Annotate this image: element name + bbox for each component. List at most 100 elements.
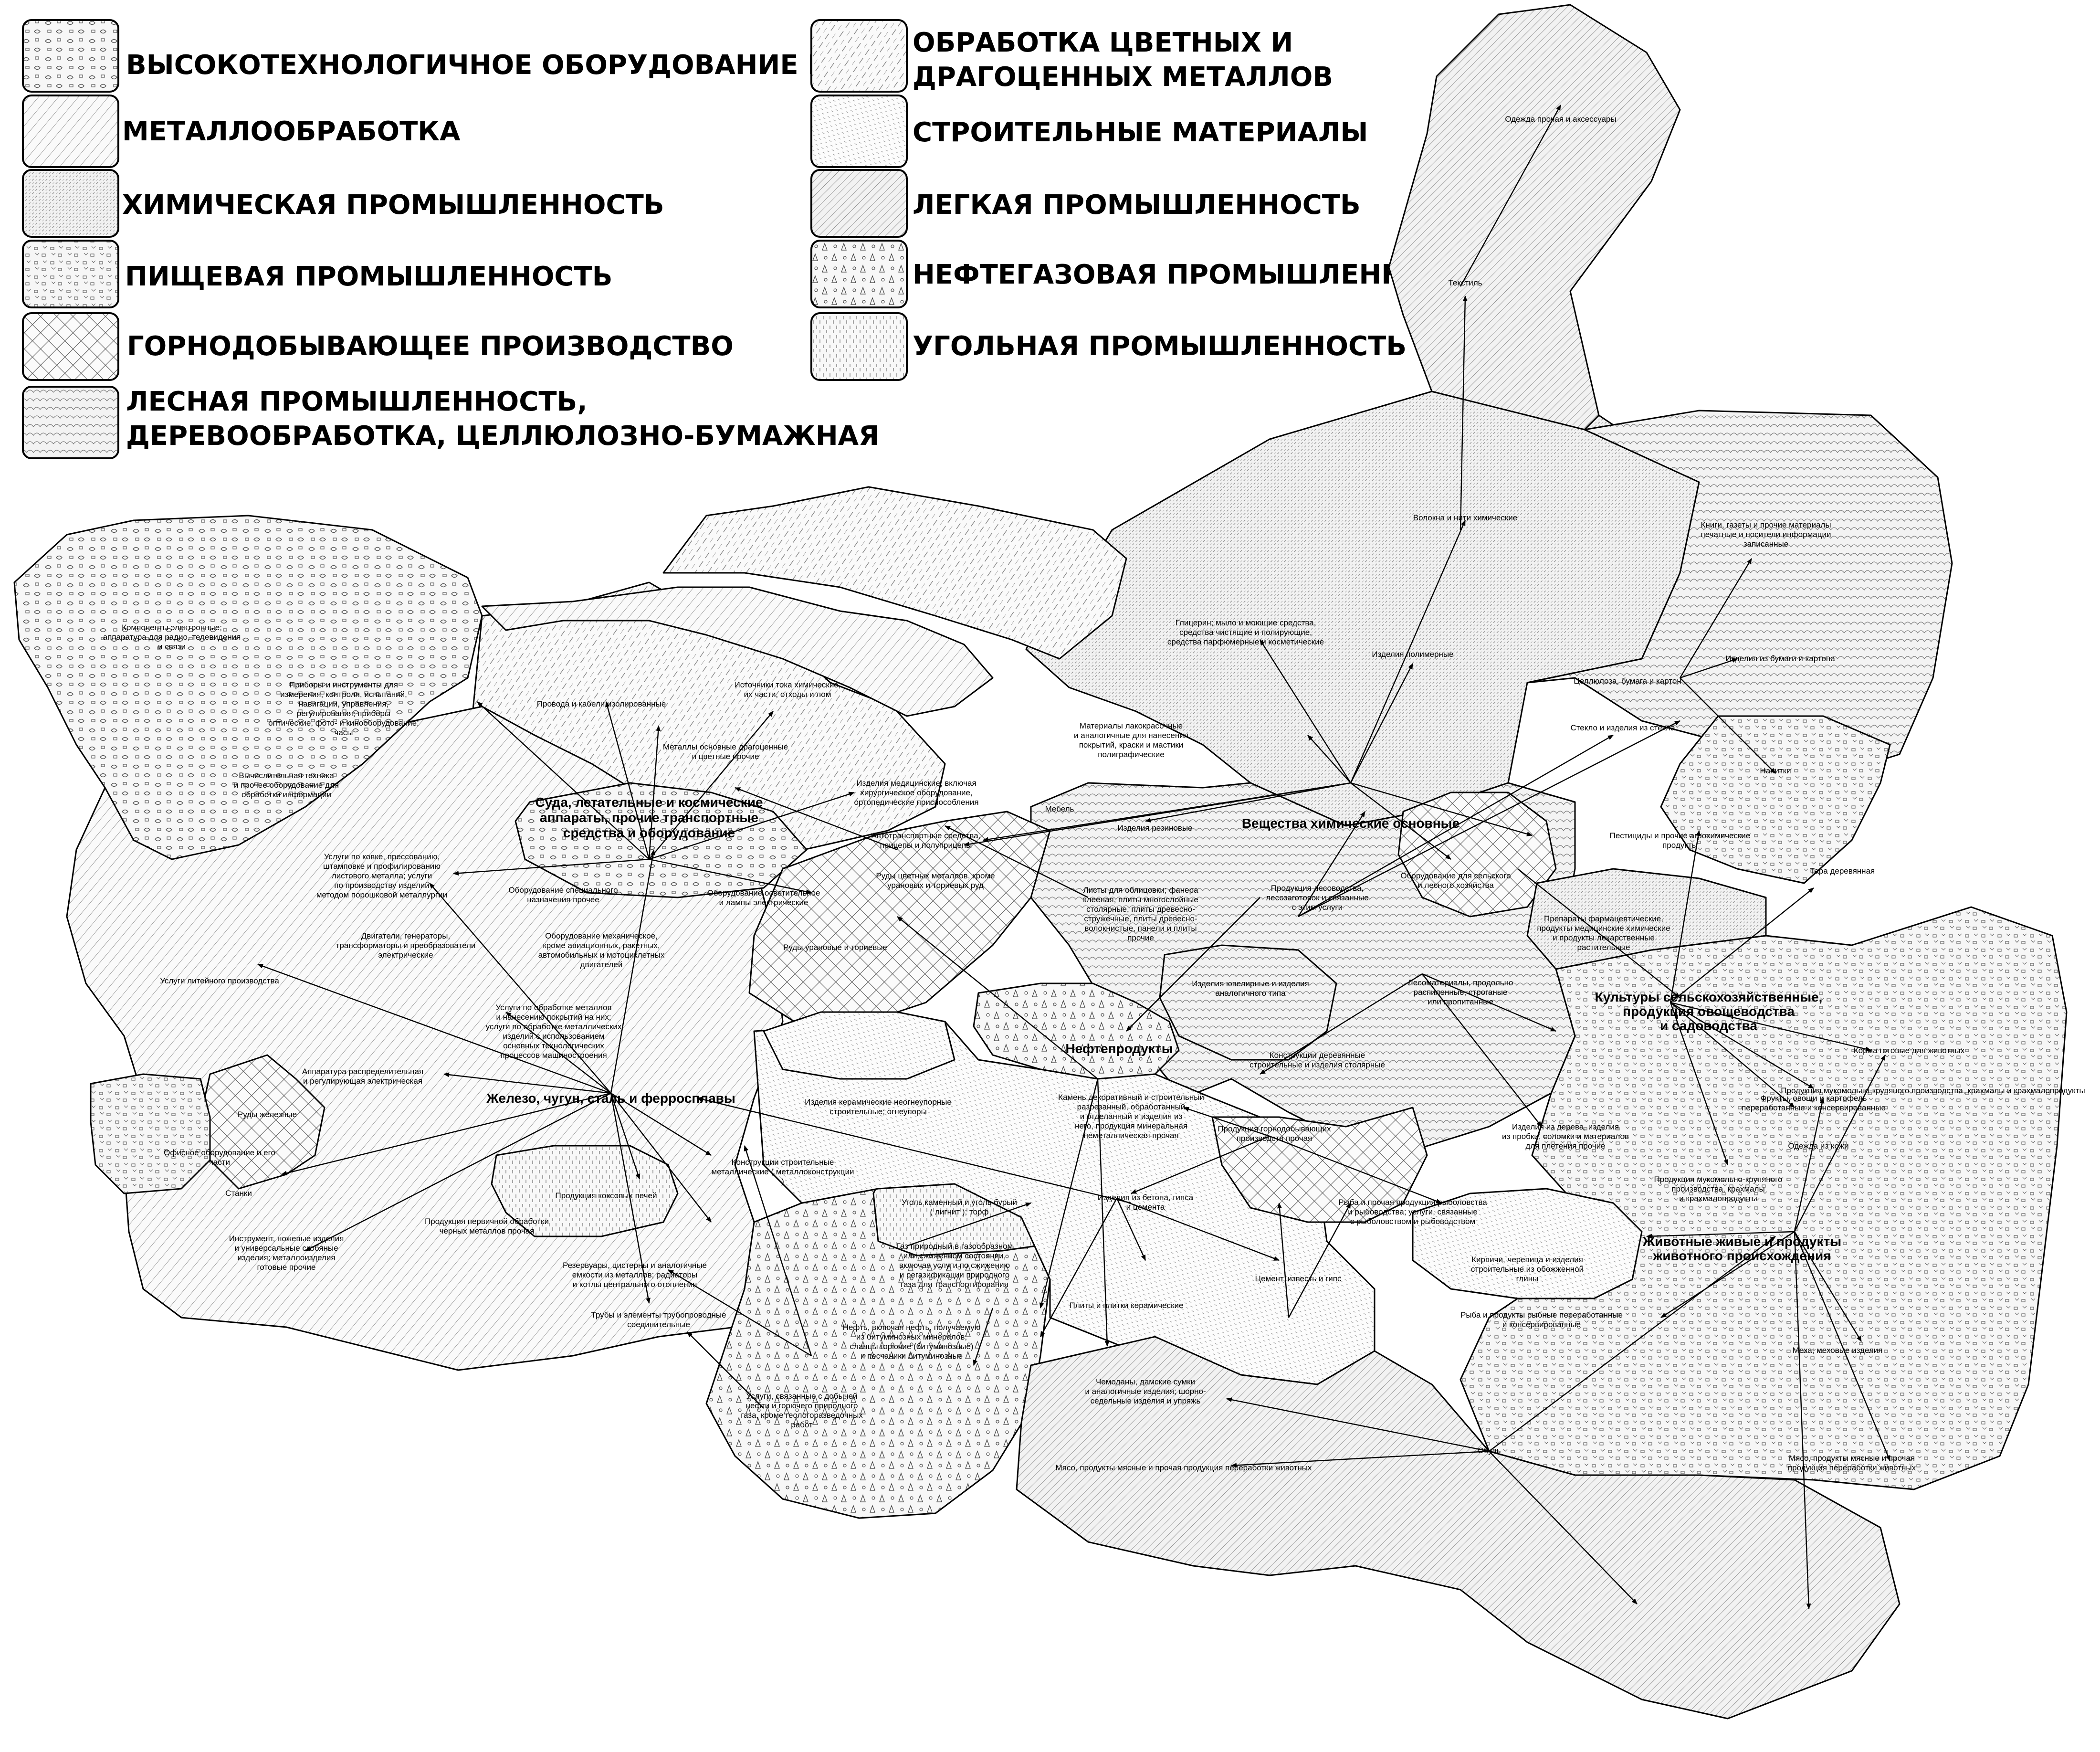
node-furniture: Мебель (1045, 804, 1074, 813)
hub-transport-equipment: Суда, летательные и космические аппараты,… (535, 795, 763, 840)
node-mechanical-equipment: Оборудование механическое, кроме авиацион… (538, 931, 665, 969)
flow-arrow (1422, 973, 1556, 1032)
node-pulp-paper: Целлюлоза, бумага и картон (1574, 676, 1681, 686)
legend-label: ОБРАБОТКА ЦВЕТНЫХ И ДРАГОЦЕННЫХ МЕТАЛЛОВ (913, 27, 1333, 93)
legend-item-oil: НЕФТЕГАЗОВАЯ ПРОМЫШЛЕННОСТЬ (810, 240, 1485, 308)
flow-arrow (1670, 830, 1701, 1003)
flow-arrow (897, 916, 1098, 1079)
region-food-left (90, 1073, 211, 1194)
hub-line: животного происхождения (1652, 1248, 1831, 1263)
flow-arrow (744, 1145, 812, 1356)
region-light-textile (1388, 4, 1681, 431)
legend-item-forest: ЛЕСНАЯ ПРОМЫШЛЕННОСТЬ, ДЕРЕВООБРАБОТКА, Ц… (22, 386, 879, 459)
legend-swatch (22, 169, 119, 238)
flow-arrow (1226, 1397, 1490, 1452)
flow-arrow (1260, 973, 1423, 1075)
region-coal-coke (491, 1145, 679, 1237)
hub-line: продукция овощеводства (1623, 1004, 1795, 1019)
flow-arrow (1680, 658, 1738, 679)
flow-arrow (1660, 1231, 1795, 1319)
flow-arrow (906, 1202, 1031, 1247)
region-forest-constr (1159, 944, 1337, 1061)
region-metalwork-top (481, 586, 994, 717)
node-cables: Провода и кабели изолированные (537, 699, 666, 708)
flow-arrow (1794, 1055, 1886, 1232)
legend-label: ХИМИЧЕСКАЯ ПРОМЫШЛЕННОСТЬ (122, 190, 664, 221)
node-crude-oil: Нефть, включая нефть, получаемую из битум… (843, 1323, 981, 1361)
legend-item-food: ПИЩЕВАЯ ПРОМЫШЛЕННОСТЬ (22, 240, 612, 308)
region-building-bricks (1412, 1188, 1643, 1299)
node-nonferrous-ores: Руды цветных металлов, кроме урановых и т… (876, 871, 995, 890)
legend-item-metal: МЕТАЛЛООБРАБОТКА (22, 95, 461, 168)
hub-labels: Суда, летательные и космические аппараты,… (486, 795, 1841, 1263)
hub-line: и садоводства (1660, 1018, 1757, 1033)
node-books-print: Книги, газеты и прочие материалы печатные… (1701, 520, 1831, 549)
node-engines-generators: Двигатели, генераторы, трансформаторы и п… (336, 931, 476, 960)
node-lighting: Оборудование осветительное и лампы электр… (707, 888, 820, 907)
node-pipes: Трубы и элементы трубопроводные соедините… (591, 1310, 726, 1329)
node-office-equipment: Офисное оборудование и его части (164, 1148, 275, 1167)
node-coke-products: Продукция коксовых печей (555, 1191, 657, 1200)
node-forestry-products: Продукция лесоводства, лесозаготовок и св… (1266, 884, 1368, 912)
node-paints: Материалы лакокрасочные и аналогичные для… (1074, 721, 1188, 759)
flow-arrow (649, 858, 812, 894)
flow-arrow (305, 1092, 611, 1252)
node-soap-cosmetics: Глицерин; мыло и моющие средства, средств… (1167, 618, 1324, 646)
node-vehicles: Автотранспортные средства, прицепы и полу… (872, 831, 981, 850)
node-metal-services: Услуги по обработке металлов и нанесению … (486, 1003, 622, 1060)
flow-arrow (429, 883, 611, 1094)
flow-arrow (610, 1093, 651, 1304)
legend-swatch (810, 240, 908, 308)
node-casting-services: Услуги литейного производства (160, 976, 279, 985)
hub-line: Животные живые и продукты (1642, 1234, 1841, 1249)
flow-arrow (1350, 520, 1466, 783)
flow-arrow (1097, 1078, 1110, 1347)
node-uranium-ores: Руды урановые и ториевые (783, 943, 887, 952)
flow-arrow (1489, 1236, 1776, 1452)
hub-line: Культуры сельскохозяйственные, (1595, 990, 1823, 1004)
hub-basic-chemicals: Вещества химические основные (1242, 816, 1460, 831)
flow-arrow (983, 782, 1351, 842)
flow-arrow (1489, 1451, 1638, 1604)
legend-label: ПИЩЕВАЯ ПРОМЫШЛЕННОСТЬ (125, 261, 612, 292)
node-cement-lime: Цемент, известь и гипс (1255, 1274, 1342, 1283)
flow-arrow (1794, 1231, 1862, 1342)
flow-arrow (649, 711, 774, 860)
flow-arrow (1039, 1078, 1099, 1309)
flow-arrow (1517, 868, 1680, 998)
node-primary-steel: Продукция первичной обработки черных мета… (425, 1217, 549, 1235)
flow-arrow (605, 701, 650, 860)
node-forging-services: Услуги по ковке, прессованию, штамповке и… (316, 852, 447, 899)
node-electronics: Компоненты электронные; аппаратура для ра… (103, 623, 241, 651)
flow-arrow (1680, 677, 1776, 774)
flow-arrow (257, 963, 611, 1094)
hub-iron-steel: Железо, чугун, сталь и ферросплавы (486, 1091, 735, 1106)
node-paper-products: Изделия из бумаги и картона (1725, 654, 1835, 663)
node-medical-devices: Изделия медицинские, включая хирургическо… (854, 779, 978, 807)
node-bricks-tiles: Кирпичи, черепица и изделия строительные … (1471, 1255, 1584, 1283)
region-light-leather (1016, 1336, 1900, 1720)
region-it (13, 515, 483, 860)
node-textile: Текстиль (1448, 278, 1482, 287)
flow-arrow (668, 1269, 812, 1357)
node-steel-structures: Конструкции строительные металлические ( … (711, 1158, 854, 1186)
flow-arrow (1307, 735, 1351, 783)
flow-arrow (735, 787, 898, 851)
node-fats-oils: Продукция мукомольно-крупяного производс… (1781, 1086, 2085, 1095)
flow-arrow (1126, 897, 1260, 1032)
node-coal-lignite: Уголь каменный и уголь бурый( лигнит ); … (902, 1198, 1017, 1216)
hub-agricultural-crops: Культуры сельскохозяйственные, продукция … (1595, 990, 1823, 1033)
legend-label: ЛЕСНАЯ ПРОМЫШЛЕННОСТЬ, ДЕРЕВООБРАБОТКА, Ц… (126, 386, 879, 452)
flow-arrow (1670, 1002, 1795, 1108)
legend-swatch (810, 19, 908, 93)
legend-item-build: СТРОИТЕЛЬНЫЕ МАТЕРИАЛЫ (810, 95, 1368, 168)
region-chemical-pharma (1526, 868, 1767, 970)
node-machine-tools: Станки (225, 1189, 252, 1198)
flow-arrow (477, 701, 650, 860)
flow-arrow (505, 1012, 611, 1094)
flow-arrow (610, 1092, 712, 1156)
node-switchgear: Аппаратура распределительная и регулирующ… (302, 1067, 423, 1086)
node-concrete-products: Изделия из бетона, гипса и цемента (1098, 1193, 1194, 1212)
